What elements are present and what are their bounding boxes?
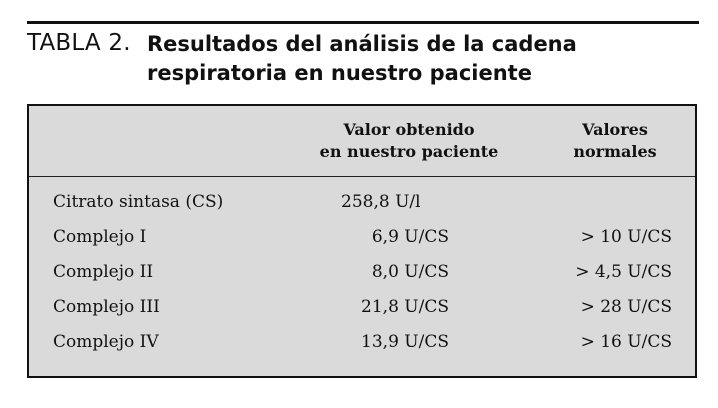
row-normal-value: > 4,5 U/CS xyxy=(575,262,672,282)
row-obtained-value: 258,8 U/l xyxy=(341,192,421,212)
table-header-row: Valor obtenido en nuestro paciente Valor… xyxy=(29,106,695,177)
row-normal-value: > 16 U/CS xyxy=(580,332,672,352)
row-normal-value: > 28 U/CS xyxy=(580,297,672,317)
header-normal-values: Valores normales xyxy=(573,120,657,161)
row-obtained-value: 13,9 U/CS xyxy=(361,332,449,352)
row-normal-value: > 10 U/CS xyxy=(580,227,672,247)
table-row: Complejo IV 13,9 U/CS > 16 U/CS xyxy=(29,325,695,359)
table-row: Complejo II 8,0 U/CS > 4,5 U/CS xyxy=(29,255,695,289)
row-obtained-value: 21,8 U/CS xyxy=(361,297,449,317)
table-label: TABLA 2. xyxy=(27,30,131,56)
table-caption: TABLA 2. Resultados del análisis de la c… xyxy=(27,30,699,96)
table-title: Resultados del análisis de la cadena res… xyxy=(147,32,577,85)
row-label: Complejo II xyxy=(53,262,154,282)
row-label: Citrato sintasa (CS) xyxy=(53,192,224,212)
header-obtained-value: Valor obtenido en nuestro paciente xyxy=(319,120,499,161)
table-row: Complejo I 6,9 U/CS > 10 U/CS xyxy=(29,220,695,254)
row-label: Complejo III xyxy=(53,297,160,317)
row-obtained-value: 6,9 U/CS xyxy=(371,227,449,247)
top-rule xyxy=(27,21,699,24)
row-label: Complejo IV xyxy=(53,332,159,352)
row-obtained-value: 8,0 U/CS xyxy=(371,262,449,282)
row-label: Complejo I xyxy=(53,227,147,247)
table-row: Complejo III 21,8 U/CS > 28 U/CS xyxy=(29,290,695,324)
results-table: Valor obtenido en nuestro paciente Valor… xyxy=(27,104,697,378)
table-row: Citrato sintasa (CS) 258,8 U/l xyxy=(29,185,695,219)
